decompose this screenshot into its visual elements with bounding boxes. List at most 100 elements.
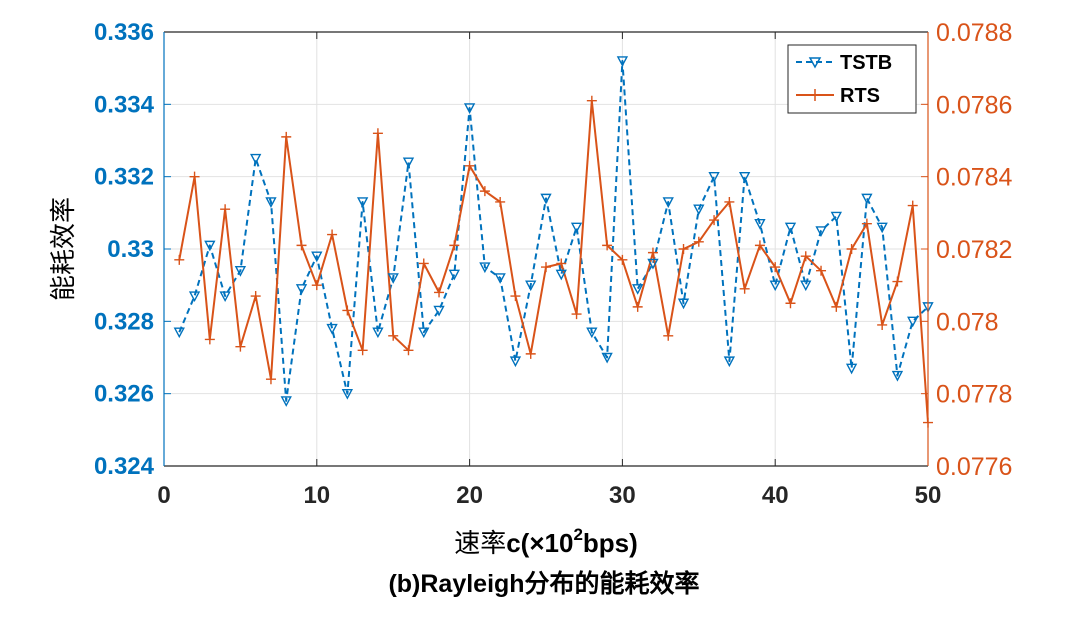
data-point-rts <box>388 330 399 341</box>
x-tick-label: 30 <box>609 482 636 509</box>
data-point-tstb <box>173 327 185 339</box>
x-tick-label: 10 <box>303 482 330 509</box>
data-point-rts <box>724 196 735 207</box>
data-point-rts <box>204 334 215 345</box>
data-point-rts <box>479 186 490 197</box>
data-point-tstb <box>677 298 690 310</box>
series-lines <box>178 59 928 423</box>
y-right-tick-label: 0.0782 <box>936 236 1012 264</box>
legend-box <box>787 44 917 114</box>
x-tick-label: 0 <box>157 482 170 509</box>
data-point-tstb <box>815 226 827 237</box>
y-left-tick-label: 0.328 <box>94 308 154 335</box>
data-point-rts <box>220 204 231 215</box>
data-point-tstb <box>356 197 369 208</box>
data-point-rts <box>510 291 521 302</box>
y-left-tick-label: 0.334 <box>94 91 155 118</box>
y-right-tick-label: 0.0776 <box>936 453 1012 481</box>
legend-label-tstb: TSTB <box>840 52 892 74</box>
data-point-rts <box>816 265 827 276</box>
data-point-tstb <box>250 153 262 165</box>
data-point-tstb <box>907 316 919 328</box>
data-point-tstb <box>204 240 216 252</box>
x-axis-label-sup: 2 <box>573 525 582 544</box>
data-point-rts <box>709 215 720 226</box>
x-tick-label: 20 <box>456 482 483 509</box>
data-point-rts <box>464 160 475 171</box>
data-point-rts <box>357 345 368 356</box>
x-axis-label-suffix: bps) <box>583 528 638 558</box>
data-point-rts <box>296 240 307 251</box>
data-point-rts <box>846 244 857 254</box>
data-point-rts <box>617 254 628 265</box>
data-point-tstb <box>769 280 781 292</box>
data-point-rts <box>602 240 613 251</box>
data-point-rts <box>556 258 567 269</box>
legend-marker-rts <box>809 89 821 101</box>
y-left-tick-label: 0.336 <box>94 19 154 46</box>
legend-label-rts: RTS <box>840 85 880 107</box>
data-point-rts <box>495 196 506 207</box>
data-point-tstb <box>265 197 277 208</box>
data-point-rts <box>678 244 689 254</box>
legend: TSTB RTS <box>787 44 917 114</box>
data-point-tstb <box>647 258 659 270</box>
data-point-tstb <box>402 157 415 169</box>
data-point-rts <box>281 131 292 142</box>
data-point-rts <box>265 374 276 385</box>
data-point-tstb <box>341 388 354 400</box>
series-line-tstb <box>178 59 928 402</box>
data-point-rts <box>770 262 781 273</box>
data-point-rts <box>632 301 643 312</box>
x-axis-label-main: c(×10 <box>506 528 573 558</box>
data-point-tstb <box>295 284 308 295</box>
data-point-rts <box>907 200 918 211</box>
data-point-rts <box>571 309 582 320</box>
data-point-tstb <box>800 280 812 292</box>
data-point-rts <box>174 254 185 265</box>
legend-marker-tstb <box>808 57 822 69</box>
series-line-rts <box>178 99 928 423</box>
data-point-rts <box>586 95 597 106</box>
y-left-tick-label: 0.332 <box>94 164 154 191</box>
x-axis-label: 速率c(×102bps) <box>454 525 638 558</box>
data-point-rts <box>449 240 460 251</box>
data-point-rts <box>861 218 872 229</box>
data-point-rts <box>525 348 536 359</box>
data-point-rts <box>235 341 246 352</box>
x-tick-label: 40 <box>762 482 789 509</box>
data-point-tstb <box>494 273 506 284</box>
data-point-rts <box>311 280 322 291</box>
data-point-tstb <box>188 291 201 303</box>
data-point-tstb <box>525 280 537 292</box>
data-point-tstb <box>632 284 644 295</box>
data-point-tstb <box>830 211 842 223</box>
data-point-tstb <box>662 197 674 208</box>
data-point-rts <box>663 330 674 341</box>
y-right-tick-label: 0.0788 <box>936 19 1012 47</box>
data-point-rts <box>877 319 888 330</box>
data-point-rts <box>327 229 338 240</box>
data-point-tstb <box>708 171 720 183</box>
data-point-rts <box>800 251 811 262</box>
data-point-tstb <box>845 363 858 375</box>
data-point-rts <box>739 283 750 294</box>
data-point-tstb <box>540 193 552 205</box>
data-point-rts <box>785 298 796 309</box>
data-point-tstb <box>311 251 323 263</box>
y-right-tick-label: 0.0784 <box>936 164 1013 192</box>
data-point-rts <box>250 291 261 302</box>
data-point-tstb <box>738 171 751 183</box>
data-point-tstb <box>372 327 384 339</box>
y-left-tick-label: 0.326 <box>94 381 154 408</box>
data-point-tstb <box>861 193 873 205</box>
data-point-tstb <box>754 218 766 230</box>
tick-labels: 0 10 20 30 40 50 0.324 0.326 0.328 0.33 0.332 0.334… <box>94 19 1013 509</box>
data-point-rts <box>434 287 445 298</box>
y-axis-label: 能耗效率 <box>48 197 78 301</box>
y-right-tick-label: 0.0786 <box>936 91 1012 119</box>
data-point-rts <box>892 276 903 287</box>
data-point-tstb <box>601 352 613 364</box>
data-point-tstb <box>570 222 583 234</box>
data-point-rts <box>418 258 429 269</box>
